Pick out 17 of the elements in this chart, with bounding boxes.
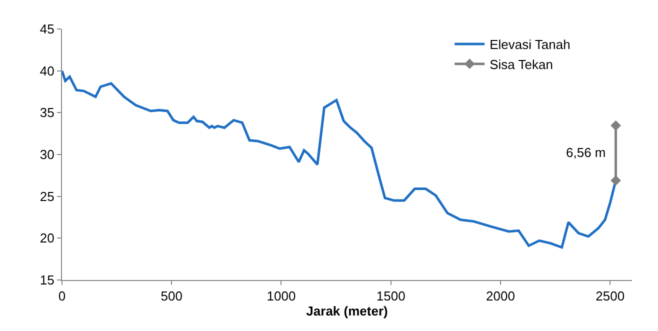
x-tick-label: 0 [58, 288, 66, 304]
y-tick-label: 35 [40, 105, 54, 120]
x-tick-label: 2000 [486, 288, 515, 304]
y-tick-label: 25 [40, 188, 54, 204]
x-tick-label: 500 [160, 288, 182, 304]
annotation: 6,56 m [566, 145, 606, 160]
legend-label: Elevasi Tanah [490, 37, 570, 52]
y-tick-label: 30 [40, 147, 54, 162]
x-tick-label: 1500 [376, 288, 406, 304]
x-axis-title: Jarak (meter) [306, 304, 388, 319]
x-tick-label: 1000 [266, 288, 296, 304]
y-tick-label: 15 [40, 272, 54, 288]
y-tick-label: 40 [40, 63, 54, 78]
legend-label: Sisa Tekan [490, 56, 553, 72]
x-tick-label: 2500 [596, 288, 625, 304]
y-tick-label: 20 [40, 230, 54, 246]
y-tick-label: 45 [40, 22, 54, 37]
